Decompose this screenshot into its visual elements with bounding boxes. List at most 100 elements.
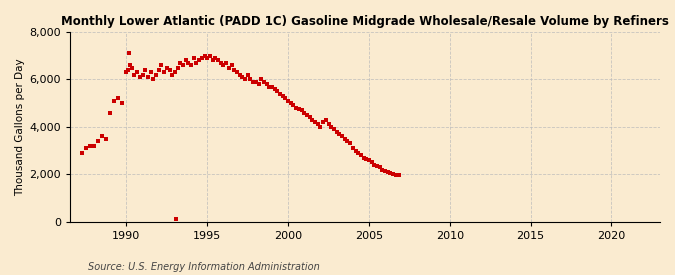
Point [153,68,164,72]
Point [109,98,119,103]
Point [334,132,345,136]
Point [205,53,215,58]
Point [180,58,191,63]
Point [84,144,95,148]
Point [356,153,367,158]
Point [259,79,269,84]
Point [126,65,137,70]
Point [164,68,175,72]
Point [156,63,167,67]
Point [194,58,205,63]
Point [196,56,207,60]
Point [291,106,302,110]
Point [171,217,182,222]
Point [199,53,210,58]
Point [256,77,267,82]
Point [202,56,213,60]
Point [117,101,128,105]
Point [388,172,399,177]
Point [261,82,272,86]
Point [315,125,326,129]
Point [137,72,148,77]
Point [125,63,136,67]
Point [218,63,229,67]
Point [369,163,380,167]
Point [269,87,280,91]
Point [385,171,396,175]
Point [207,58,218,63]
Point [151,72,161,77]
Point [296,108,307,112]
Point [372,164,383,168]
Point [148,77,159,82]
Point [223,65,234,70]
Point [121,70,132,75]
Point [367,160,377,165]
Point [323,122,334,127]
Point [159,70,169,75]
Y-axis label: Thousand Gallons per Day: Thousand Gallons per Day [15,58,25,196]
Point [124,51,134,56]
Point [191,60,202,65]
Point [361,157,372,161]
Point [364,158,375,162]
Point [321,117,331,122]
Point [113,96,124,101]
Point [345,141,356,146]
Point [286,101,296,105]
Point [183,60,194,65]
Point [331,129,342,134]
Point [210,56,221,60]
Point [307,117,318,122]
Point [97,134,107,139]
Point [310,120,321,124]
Point [383,170,394,174]
Point [234,72,245,77]
Point [142,75,153,79]
Point [245,77,256,82]
Point [329,127,340,131]
Point [169,70,180,75]
Point [342,139,353,143]
Point [267,84,277,89]
Point [132,70,142,75]
Point [380,169,391,173]
Point [134,75,145,79]
Point [167,72,178,77]
Point [76,151,87,155]
Point [304,115,315,120]
Point [253,82,264,86]
Point [105,110,115,115]
Point [337,134,348,139]
Point [340,136,350,141]
Point [213,58,223,63]
Point [302,113,313,117]
Point [175,60,186,65]
Point [391,172,402,177]
Point [140,68,151,72]
Point [178,63,188,67]
Point [283,98,294,103]
Point [377,167,387,172]
Point [221,60,232,65]
Point [250,79,261,84]
Point [313,122,323,127]
Point [393,173,404,177]
Point [294,107,304,111]
Point [353,151,364,155]
Point [92,139,103,143]
Point [88,144,99,148]
Point [145,70,156,75]
Point [280,96,291,101]
Point [264,84,275,89]
Point [172,65,183,70]
Point [375,165,385,169]
Text: Source: U.S. Energy Information Administration: Source: U.S. Energy Information Administ… [88,262,319,272]
Point [348,146,358,150]
Point [277,94,288,98]
Point [188,56,199,60]
Point [350,148,361,153]
Point [275,91,286,96]
Point [288,103,299,108]
Point [129,72,140,77]
